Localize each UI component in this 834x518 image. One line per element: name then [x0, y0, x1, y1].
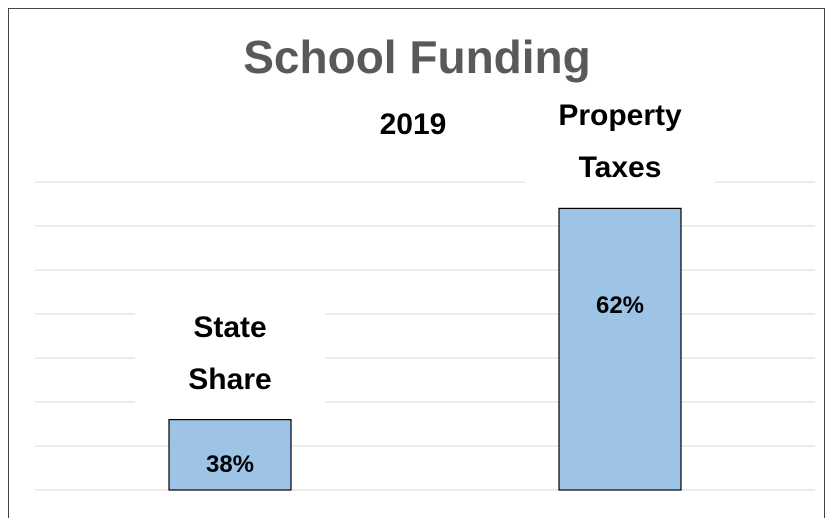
chart-subtitle: 2019: [379, 108, 447, 141]
bar: [168, 419, 292, 491]
value-label: 38%: [205, 451, 255, 478]
chart-title: School Funding: [243, 31, 591, 83]
category-label: State Share: [135, 301, 325, 406]
value-label: 62%: [595, 292, 645, 320]
chart-frame: [8, 8, 825, 518]
bar: [558, 207, 682, 491]
category-label: Property Taxes: [525, 90, 715, 195]
